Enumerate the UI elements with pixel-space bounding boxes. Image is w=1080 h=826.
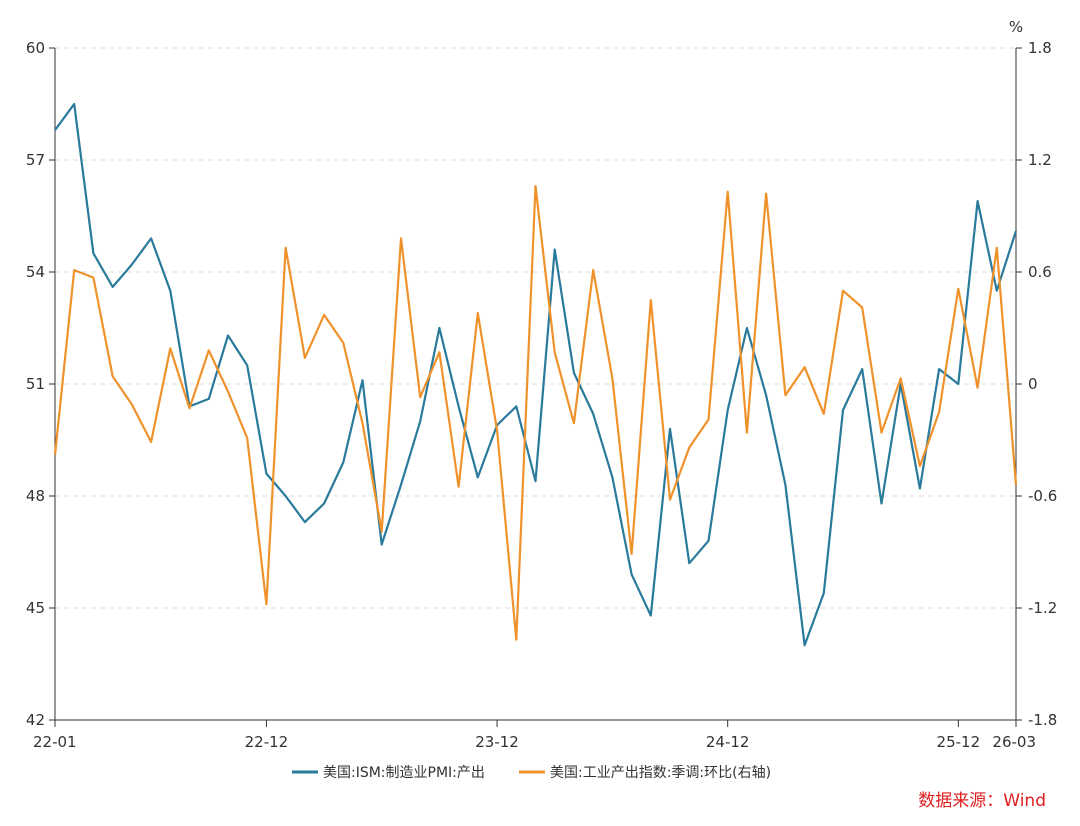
left-tick-label: 57	[26, 151, 45, 169]
right-axis-unit: %	[1009, 18, 1023, 36]
right-tick-label: -1.8	[1028, 711, 1057, 729]
legend: 美国:ISM:制造业PMI:产出 美国:工业产出指数:季调:环比(右轴)	[292, 765, 771, 781]
x-tick-label: 22-01	[33, 733, 77, 751]
industrial-production-series-line	[53, 185, 1018, 641]
pmi-output-series-line	[54, 102, 1018, 647]
right-tick-label: 1.8	[1028, 39, 1052, 57]
left-tick-label: 48	[26, 487, 45, 505]
left-tick-label: 42	[26, 711, 45, 729]
left-tick-label: 51	[26, 375, 45, 393]
right-tick-label: -0.6	[1028, 487, 1057, 505]
x-tick-label: 26-03	[992, 733, 1036, 751]
x-tick-label: 22-12	[245, 733, 289, 751]
legend-label: 美国:工业产出指数:季调:环比(右轴)	[550, 765, 771, 781]
axes: 60 57 54 51 48 45 42 1.8 1.2 0.6 0 -0.6 -1.2 -1.8% 22-…	[26, 18, 1057, 751]
source-note: 数据来源：Wind	[918, 791, 1046, 811]
grid-lines	[55, 47, 1016, 609]
left-tick-label: 54	[26, 263, 45, 281]
right-tick-label: 0.6	[1028, 263, 1052, 281]
right-tick-label: 1.2	[1028, 151, 1052, 169]
x-tick-label: 24-12	[706, 733, 750, 751]
right-tick-label: 0	[1028, 375, 1038, 393]
right-tick-label: -1.2	[1028, 599, 1057, 617]
series-lines	[53, 102, 1018, 647]
legend-label: 美国:ISM:制造业PMI:产出	[323, 765, 485, 781]
x-tick-label: 25-12	[937, 733, 981, 751]
left-tick-label: 60	[26, 39, 45, 57]
x-tick-label: 23-12	[475, 733, 519, 751]
left-tick-label: 45	[26, 599, 45, 617]
